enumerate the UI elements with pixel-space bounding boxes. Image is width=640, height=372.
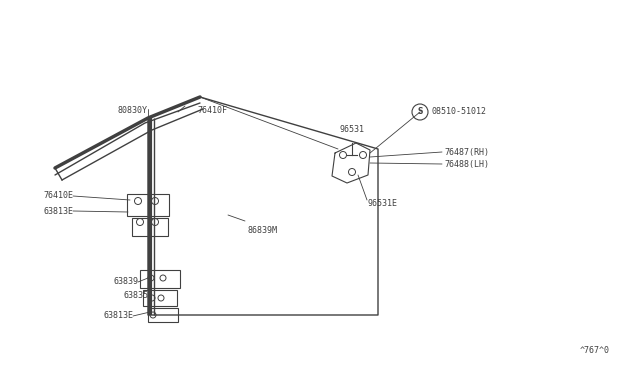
Text: 63813E: 63813E [103, 311, 133, 320]
Text: 76488(LH): 76488(LH) [444, 160, 489, 169]
Text: 96531E: 96531E [368, 199, 398, 208]
Text: 96531: 96531 [339, 125, 365, 134]
Text: 63835: 63835 [123, 291, 148, 299]
Text: 76410F: 76410F [197, 106, 227, 115]
Text: S: S [417, 108, 422, 116]
Text: 76410E: 76410E [43, 192, 73, 201]
Text: 76487(RH): 76487(RH) [444, 148, 489, 157]
Text: 80830Y: 80830Y [118, 106, 148, 115]
Text: 63813E: 63813E [43, 206, 73, 215]
Text: 86839M: 86839M [248, 226, 278, 235]
Text: ^767^0: ^767^0 [580, 346, 610, 355]
Text: 08510-51012: 08510-51012 [432, 108, 487, 116]
Text: 63839: 63839 [113, 276, 138, 285]
